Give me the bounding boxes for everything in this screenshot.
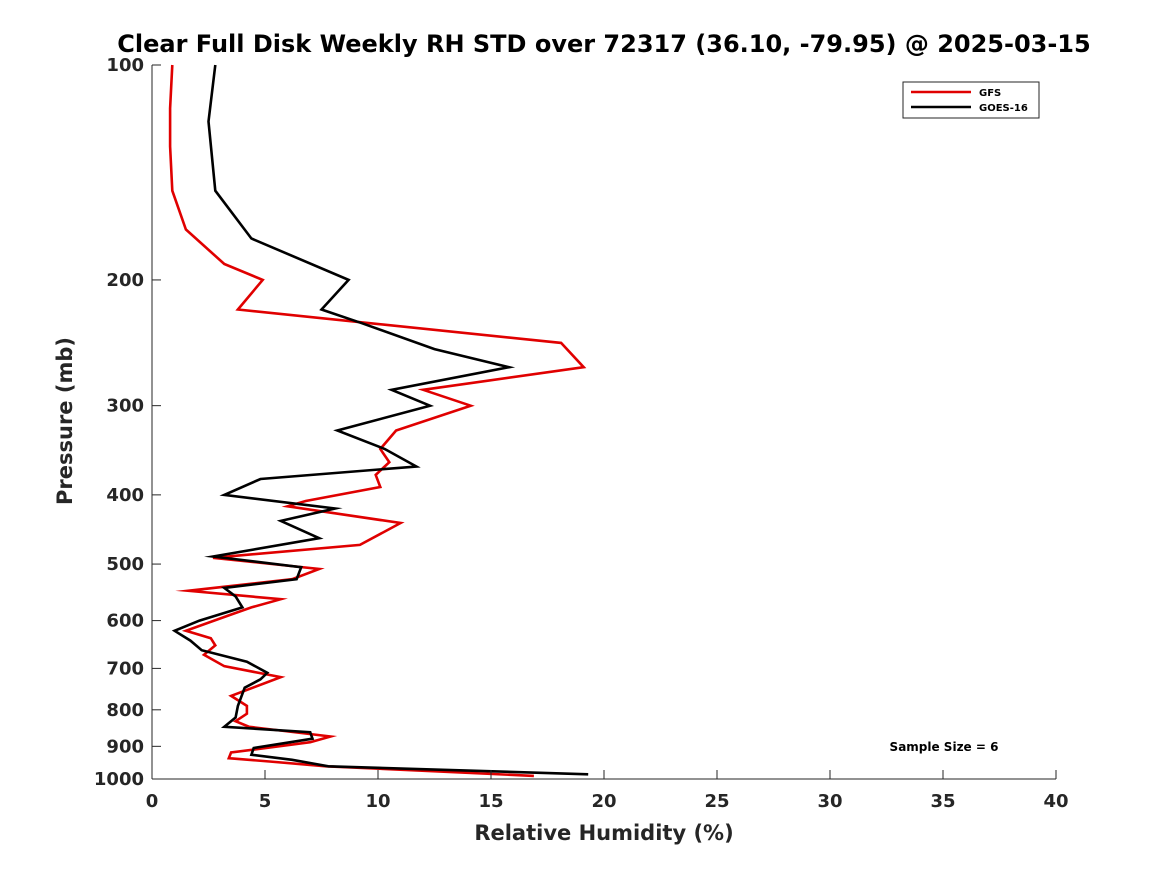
y-tick-label: 300	[106, 396, 144, 417]
legend-box	[902, 81, 1040, 119]
legend-label: GOES-16	[979, 103, 1028, 114]
y-tick-label: 600	[106, 611, 144, 632]
legend-label: GFS	[979, 88, 1001, 99]
y-tick-label: 200	[106, 270, 144, 291]
y-tick-label: 400	[106, 485, 144, 506]
series-layer	[168, 64, 589, 778]
y-tick-label: 1000	[94, 769, 144, 790]
x-tick-label: 35	[930, 791, 955, 812]
series-line-goes-16	[171, 64, 589, 776]
x-tick-label: 30	[817, 791, 842, 812]
y-axis-label: Pressure (mb)	[53, 337, 77, 505]
x-tick-label: 25	[704, 791, 729, 812]
y-tick-label: 500	[106, 554, 144, 575]
x-axis-label: Relative Humidity (%)	[474, 821, 733, 845]
series-line-gfs	[168, 64, 587, 778]
y-tick-label: 100	[106, 55, 144, 76]
axes-layer: 0 5 10 15 20 25 30 35 40 100 200 300 400 500 600 700 800…	[94, 55, 1069, 812]
x-tick-label: 10	[365, 791, 390, 812]
x-tick-label: 20	[591, 791, 616, 812]
x-tick-label: 40	[1043, 791, 1068, 812]
x-tick-label: 0	[146, 791, 159, 812]
sample-size-annotation: Sample Size = 6	[890, 740, 999, 754]
x-tick-label: 15	[478, 791, 503, 812]
y-tick-label: 700	[106, 658, 144, 679]
x-tick-label: 5	[259, 791, 272, 812]
y-tick-label: 800	[106, 700, 144, 721]
legend: GFS GOES-16	[902, 81, 1040, 119]
chart-title: Clear Full Disk Weekly RH STD over 72317…	[117, 30, 1090, 58]
y-tick-label: 900	[106, 736, 144, 757]
